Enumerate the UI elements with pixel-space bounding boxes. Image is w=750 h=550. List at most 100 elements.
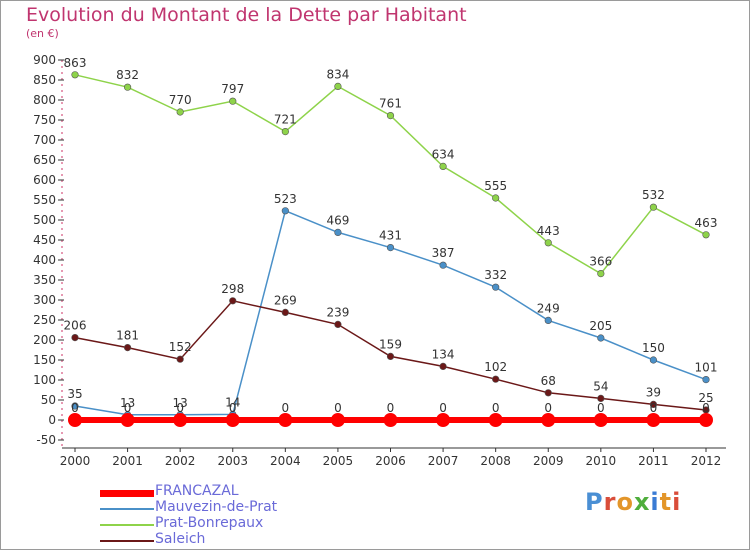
y-tick-label: 350 [33, 273, 56, 287]
logo-letter: i [650, 488, 660, 516]
data-point [225, 413, 240, 427]
data-point [597, 270, 605, 278]
data-label: 0 [702, 401, 710, 415]
proxiti-logo: Proxiti [585, 488, 681, 516]
data-label: 39 [646, 385, 661, 399]
data-point [176, 355, 184, 363]
data-label: 832 [116, 68, 139, 82]
data-label: 150 [642, 341, 665, 355]
legend-label: Prat-Bonrepaux [155, 515, 264, 531]
data-point [702, 231, 710, 239]
data-point [649, 203, 658, 211]
chart-legend: FRANCAZAL Mauvezin-de-Prat Prat-Bonrepaux S… [100, 483, 400, 549]
y-tick-label: 100 [33, 373, 56, 387]
data-label: 239 [326, 305, 349, 319]
x-tick-label: 2000 [60, 454, 91, 468]
x-tick-label: 2011 [638, 454, 669, 468]
data-label: 555 [484, 179, 507, 193]
data-point [492, 194, 500, 202]
y-tick-label: 850 [33, 73, 56, 87]
data-point [699, 413, 713, 427]
data-label: 181 [116, 329, 139, 343]
data-label: 35 [67, 387, 82, 401]
data-point [123, 344, 132, 352]
data-point [386, 244, 395, 252]
data-point [176, 108, 184, 116]
y-tick-label: 150 [33, 353, 56, 367]
data-point [334, 320, 342, 329]
y-tick-label: 250 [33, 313, 56, 327]
x-tick-label: 2006 [375, 454, 406, 468]
data-label: 0 [124, 401, 132, 415]
data-label: 54 [593, 379, 608, 393]
data-label: 0 [492, 401, 500, 415]
logo-letter: P [585, 488, 604, 516]
y-tick-label: 750 [33, 113, 56, 127]
logo-letter: r [603, 488, 617, 516]
data-label: 0 [597, 401, 605, 415]
data-point [649, 356, 658, 364]
x-tick-label: 2005 [323, 454, 354, 468]
x-tick-label: 2007 [428, 454, 459, 468]
data-label: 634 [432, 147, 455, 161]
data-point [646, 413, 661, 427]
y-tick-label: 900 [33, 53, 56, 67]
y-tick-label: -50 [36, 433, 56, 447]
y-tick-label: 450 [33, 233, 56, 247]
data-point [173, 413, 188, 427]
data-point [330, 413, 345, 427]
data-point [229, 97, 237, 105]
logo-letter: t [659, 488, 673, 516]
logo-letter: o [616, 488, 634, 516]
data-label: 0 [439, 401, 447, 415]
chart-unit: (en €) [26, 27, 59, 40]
x-tick-label: 2001 [112, 454, 143, 468]
data-label: 463 [695, 216, 718, 230]
data-point [278, 413, 293, 427]
data-label: 206 [64, 319, 87, 333]
legend-label: Saleich [155, 531, 206, 547]
data-point [334, 228, 342, 236]
data-point [544, 389, 552, 397]
data-label: 14 [225, 395, 240, 409]
data-label: 469 [326, 213, 349, 227]
data-label: 532 [642, 188, 665, 202]
data-point [439, 162, 447, 170]
data-point [702, 376, 710, 384]
data-label: 863 [64, 56, 87, 70]
data-label: 205 [589, 319, 612, 333]
data-label: 366 [589, 255, 612, 269]
chart-title: Evolution du Montant de la Dette par Hab… [26, 4, 467, 26]
legend-label: FRANCAZAL [155, 483, 239, 499]
x-tick-label: 2010 [586, 454, 617, 468]
data-point [439, 261, 447, 269]
y-tick-label: 50 [41, 393, 56, 407]
legend-item: FRANCAZAL [100, 483, 400, 501]
data-label: 134 [432, 347, 455, 361]
data-point [71, 71, 79, 79]
data-point [386, 352, 395, 361]
data-label: 721 [274, 113, 297, 127]
logo-letter: i [672, 488, 682, 516]
data-label: 0 [229, 401, 237, 415]
data-label: 0 [387, 401, 395, 415]
y-tick-label: 600 [33, 173, 56, 187]
y-tick-label: 550 [33, 193, 56, 207]
y-tick-label: 0 [48, 413, 56, 427]
y-tick-label: 200 [33, 333, 56, 347]
y-tick-label: 500 [33, 213, 56, 227]
legend-item: Saleich [100, 531, 400, 549]
data-label: 443 [537, 224, 560, 238]
data-label: 13 [173, 396, 188, 410]
data-label: 0 [650, 401, 658, 415]
y-tick-label: 700 [33, 133, 56, 147]
x-tick-label: 2003 [217, 454, 248, 468]
data-label: 152 [169, 340, 192, 354]
data-label: 0 [282, 401, 290, 415]
legend-swatch [100, 540, 154, 542]
legend-swatch [100, 489, 154, 497]
data-point [492, 375, 500, 383]
data-point [68, 413, 82, 427]
